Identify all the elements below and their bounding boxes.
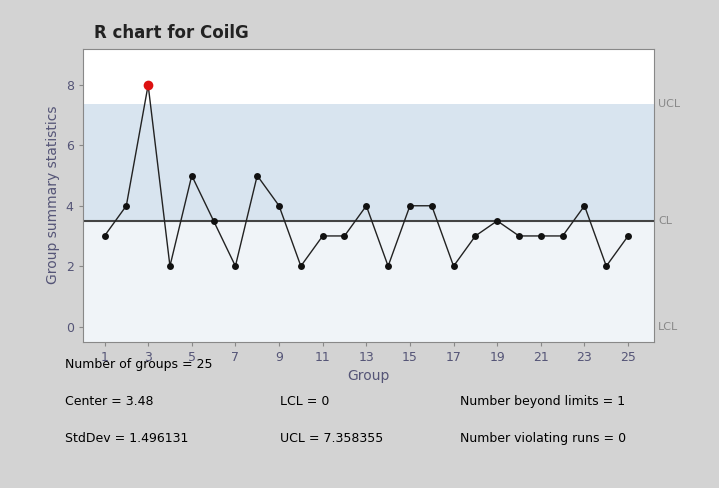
Text: LCL: LCL bbox=[658, 322, 678, 331]
Text: Number violating runs = 0: Number violating runs = 0 bbox=[460, 432, 626, 445]
Bar bbox=[83, 49, 654, 104]
Text: Center = 3.48: Center = 3.48 bbox=[65, 395, 153, 408]
Text: Number beyond limits = 1: Number beyond limits = 1 bbox=[460, 395, 626, 408]
Text: UCL: UCL bbox=[658, 100, 680, 109]
Text: R chart for CoilG: R chart for CoilG bbox=[94, 24, 249, 41]
Text: UCL = 7.358355: UCL = 7.358355 bbox=[280, 432, 384, 445]
Text: CL: CL bbox=[658, 217, 672, 226]
Text: LCL = 0: LCL = 0 bbox=[280, 395, 330, 408]
Text: Number of groups = 25: Number of groups = 25 bbox=[65, 359, 212, 371]
Bar bbox=[83, 104, 654, 222]
Text: StdDev = 1.496131: StdDev = 1.496131 bbox=[65, 432, 188, 445]
X-axis label: Group: Group bbox=[347, 369, 390, 383]
Y-axis label: Group summary statistics: Group summary statistics bbox=[46, 106, 60, 285]
